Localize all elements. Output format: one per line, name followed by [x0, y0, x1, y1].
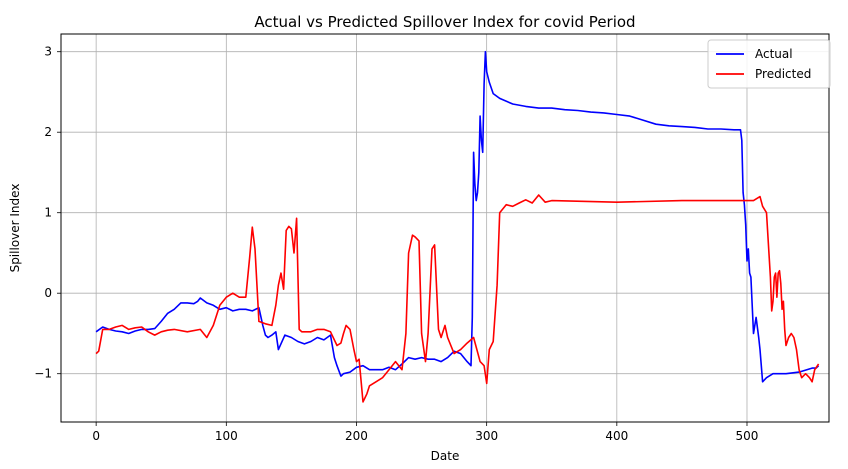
plot-frame — [60, 33, 830, 423]
chart-title: Actual vs Predicted Spillover Index for … — [254, 13, 635, 31]
legend-label-predicted: Predicted — [755, 67, 811, 81]
series-line-predicted — [95, 194, 820, 403]
y-axis-label: Spillover Index — [8, 184, 22, 273]
legend: Actual Predicted — [707, 39, 831, 89]
y-tick-label: 0 — [44, 286, 52, 300]
y-tick-label: 2 — [44, 125, 52, 139]
grid-lines — [61, 34, 829, 422]
x-tick-label: 0 — [92, 429, 100, 443]
y-tick-label: −1 — [34, 367, 52, 381]
x-tick-label: 300 — [475, 429, 498, 443]
legend-label-actual: Actual — [755, 47, 793, 61]
x-tick-label: 100 — [215, 429, 238, 443]
series-layer — [95, 50, 820, 403]
y-tick-label: 1 — [44, 206, 52, 220]
legend-box — [707, 39, 831, 89]
axis-ticks: 0 100 200 300 400 500 −1 0 1 2 3 — [34, 45, 758, 443]
x-tick-label: 400 — [605, 429, 628, 443]
x-tick-label: 200 — [345, 429, 368, 443]
y-tick-label: 3 — [44, 45, 52, 59]
series-line-actual — [95, 50, 820, 383]
x-tick-label: 500 — [736, 429, 759, 443]
x-axis-label: Date — [431, 449, 460, 463]
